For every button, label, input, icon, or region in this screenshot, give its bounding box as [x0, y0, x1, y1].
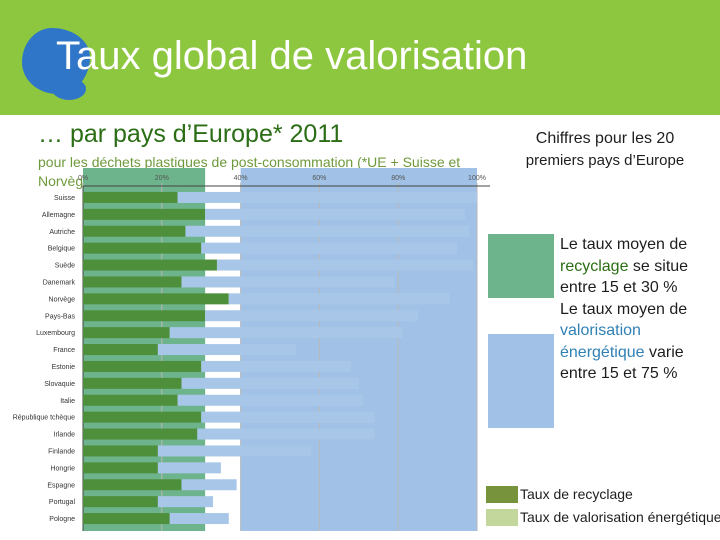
x-tick-label: 40% — [234, 175, 248, 182]
category-label: Suisse — [54, 195, 75, 202]
legend-valorisation-label: Taux de valorisation énergétique — [520, 509, 720, 525]
category-label: Portugal — [49, 499, 76, 506]
bar-recycling — [83, 259, 217, 271]
bar-energy — [181, 377, 359, 389]
bar-energy — [201, 411, 375, 423]
bar-energy — [181, 479, 237, 491]
category-label: Norvège — [49, 296, 76, 303]
category-label: Pays-Bas — [45, 313, 75, 320]
chiffres-label: Chiffres pour les 20 premiers pays d’Eur… — [490, 128, 720, 172]
category-label: Estonie — [52, 364, 75, 371]
bar-recycling — [83, 225, 186, 237]
bar-recycling — [83, 293, 229, 305]
bar-recycling — [83, 377, 182, 389]
scope-note: pour les déchets plastiques de post-cons… — [38, 154, 461, 189]
legend-recyclage-label: Taux de recyclage — [520, 486, 633, 502]
category-label: République tchèque — [13, 415, 75, 422]
page-title: Taux global de valorisation — [56, 34, 528, 78]
bar-recycling — [83, 496, 158, 508]
x-tick-label: 0% — [78, 175, 88, 182]
page-subtitle: … par pays d’Europe* 2011 — [38, 120, 344, 148]
bar-recycling — [83, 462, 158, 474]
bar-energy — [157, 445, 312, 457]
bar-energy — [185, 225, 470, 237]
bar-energy — [169, 513, 229, 525]
averages-text: Le taux moyen de recyclage se situe entr… — [560, 234, 710, 385]
averages-text-recyclage: recyclage — [560, 257, 629, 275]
averages-text-p2: se situe entre 15 et 30 % — [560, 257, 689, 297]
category-label: Irlande — [54, 432, 76, 439]
category-label: Suède — [55, 263, 75, 270]
bar-recycling — [83, 360, 202, 372]
bar-energy — [157, 496, 214, 508]
category-label: Pologne — [49, 516, 75, 523]
category-label: Hongrie — [50, 465, 75, 472]
category-label: Italie — [60, 398, 75, 405]
bar-energy — [228, 293, 450, 305]
category-labels: Suisse Allemagne Autriche Belgique Suède Dane… — [13, 195, 76, 523]
category-label: Luxembourg — [36, 330, 75, 337]
chiffres-title: Chiffres pour les 20 — [535, 130, 675, 147]
bar-recycling — [83, 445, 158, 457]
bar-recycling — [83, 513, 170, 525]
bar-recycling — [83, 242, 202, 254]
energy-range-swatch — [488, 334, 554, 428]
bar-recycling — [83, 428, 198, 440]
averages-text-p1: Le taux moyen de — [560, 236, 688, 253]
bar-energy — [157, 344, 296, 356]
category-label: Belgique — [48, 246, 75, 253]
chiffres-subtitle: premiers pays d’Europe — [525, 152, 685, 169]
bar-energy — [169, 327, 403, 339]
category-label: Danemark — [43, 279, 76, 286]
bar-energy — [181, 276, 395, 288]
x-tick-label: 60% — [312, 175, 326, 182]
legend-valorisation-swatch — [486, 508, 518, 526]
legend-recyclage-swatch — [486, 485, 518, 503]
bar-energy — [177, 191, 477, 203]
bar-recycling — [83, 327, 170, 339]
legend-valorisation: Taux de valorisation énergétique — [486, 508, 720, 526]
category-label: Slovaquie — [44, 381, 75, 388]
x-tick-label: 100% — [468, 175, 486, 182]
bar-recycling — [83, 344, 158, 356]
bar-recycling — [83, 411, 202, 423]
x-tick-label: 20% — [155, 175, 169, 182]
bar-recycling — [83, 191, 178, 203]
bar-energy — [201, 242, 458, 254]
chart-bars — [83, 191, 477, 525]
averages-text-valorisation: valorisation énergétique — [560, 322, 645, 361]
averages-text-p4: varie entre 15 et 75 % — [560, 343, 684, 383]
x-tick-label: 80% — [391, 175, 405, 182]
bar-recycling — [83, 276, 182, 288]
bar-energy — [205, 208, 466, 220]
header-bar: Taux global de valorisation — [0, 0, 720, 115]
category-label: Allemagne — [42, 212, 75, 219]
bar-recycling — [83, 394, 178, 406]
bar-recycling — [83, 208, 206, 220]
category-label: Espagne — [47, 482, 75, 489]
category-label: Autriche — [49, 229, 75, 236]
bar-energy — [177, 394, 363, 406]
bar-energy — [216, 259, 474, 271]
averages-text-p3: Le taux moyen de — [560, 300, 688, 318]
bar-recycling — [83, 310, 206, 322]
bar-energy — [157, 462, 221, 474]
x-tick-labels: 0% 20% 40% 60% 80% 100% — [78, 175, 486, 182]
category-label: Finlande — [48, 448, 75, 455]
bar-energy — [201, 360, 351, 372]
category-label: France — [53, 347, 75, 354]
legend-recyclage: Taux de recyclage — [486, 485, 720, 503]
bar-recycling — [83, 479, 182, 491]
bar-energy — [205, 310, 418, 322]
blue-blob-drop — [52, 78, 86, 100]
recycling-range-swatch — [488, 234, 554, 298]
bar-energy — [197, 428, 375, 440]
